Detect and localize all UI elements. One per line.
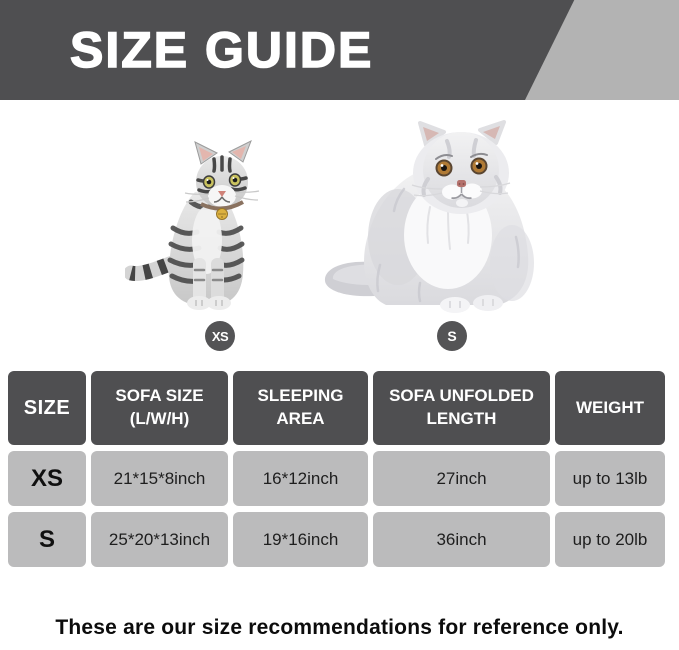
xs-size-badge: XS xyxy=(205,321,235,351)
size-table: SIZE SOFA SIZE (L/W/H) SLEEPING AREA SOF… xyxy=(8,371,665,567)
s-size-badge: S xyxy=(437,321,467,351)
cell-xs-size: XS xyxy=(8,451,86,506)
cell-s-sofa-size: 25*20*13inch xyxy=(91,512,228,567)
banner-corner-accent xyxy=(525,0,679,100)
column-header-sofa-size: SOFA SIZE (L/W/H) xyxy=(91,371,228,445)
column-header-weight: WEIGHT xyxy=(555,371,665,445)
column-header-sleeping-area: SLEEPING AREA xyxy=(233,371,368,445)
s-badge-label: S xyxy=(447,328,457,344)
persian-cat-photo xyxy=(324,120,534,313)
column-header-unfolded-length: SOFA UNFOLDED LENGTH xyxy=(373,371,550,445)
cell-xs-unfolded-length: 27inch xyxy=(373,451,550,506)
cell-s-sleeping-area: 19*16inch xyxy=(233,512,368,567)
cell-xs-sleeping-area: 16*12inch xyxy=(233,451,368,506)
size-guide-banner: SIZE GUIDE xyxy=(0,0,679,100)
tabby-kitten-photo xyxy=(125,140,260,310)
cell-xs-sofa-size: 21*15*8inch xyxy=(91,451,228,506)
cell-s-unfolded-length: 36inch xyxy=(373,512,550,567)
reference-note: These are our size recommendations for r… xyxy=(55,616,624,639)
cell-s-weight: up to 20lb xyxy=(555,512,665,567)
column-header-size: SIZE xyxy=(8,371,86,445)
cell-xs-weight: up to 13lb xyxy=(555,451,665,506)
xs-badge-label: XS xyxy=(211,328,229,344)
page-title: SIZE GUIDE xyxy=(69,21,374,79)
cell-s-size: S xyxy=(8,512,86,567)
